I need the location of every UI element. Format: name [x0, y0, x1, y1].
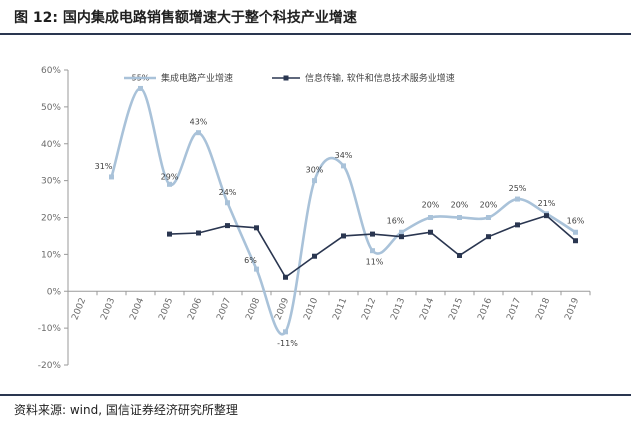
x-tick-label: 2014 [418, 296, 436, 321]
series-point-it-services [225, 223, 230, 229]
y-tick-label: 40% [41, 140, 61, 150]
data-label: 20% [451, 201, 469, 210]
series-point-ic-industry [573, 229, 578, 235]
data-label: 16% [567, 216, 585, 225]
data-label: 34% [335, 151, 353, 160]
x-tick-label: 2012 [360, 297, 378, 322]
y-tick-label: 10% [41, 250, 61, 260]
legend-label-it-services: 信息传输, 软件和信息技术服务业增速 [305, 72, 455, 84]
figure-title: 图 12: 国内集成电路销售额增速大于整个科技产业增速 [14, 10, 357, 26]
legend-marker-it-services [283, 75, 289, 81]
legend: 集成电路产业增速 信息传输, 软件和信息技术服务业增速 [124, 72, 455, 84]
series-point-it-services [341, 233, 346, 239]
series-point-ic-industry [254, 266, 259, 272]
series-point-it-services [254, 225, 259, 231]
y-tick-label: 20% [41, 214, 61, 224]
series-point-ic-industry [486, 215, 491, 220]
y-tick-label: -20% [38, 361, 62, 371]
series-point-ic-industry [341, 163, 346, 169]
legend-label-ic-industry: 集成电路产业增速 [161, 72, 233, 84]
title-bar: 图 12: 国内集成电路销售额增速大于整个科技产业增速 [0, 0, 631, 32]
x-tick-label: 2013 [389, 297, 407, 322]
series-point-ic-industry [457, 215, 462, 220]
data-label: 20% [480, 201, 498, 210]
data-label: 6% [244, 256, 257, 265]
x-tick-label: 2004 [128, 296, 146, 321]
x-tick-label: 2002 [70, 297, 88, 322]
axes: -20% -10% 0% 10% 20% 30% 40% 50% 60% 2002 2003 2004… [38, 66, 591, 371]
x-tick-label: 2016 [476, 296, 494, 321]
data-label: 29% [161, 172, 179, 181]
y-tick-label: 0% [47, 287, 62, 297]
series-point-it-services [399, 234, 404, 240]
series-point-it-services [544, 213, 549, 219]
series-point-it-services [515, 222, 520, 228]
series-layer [109, 85, 578, 336]
series-line-it-services [169, 214, 577, 279]
data-label: 25% [509, 184, 527, 193]
series-point-it-services [196, 230, 201, 236]
series-point-ic-industry [138, 85, 143, 91]
series-point-it-services [457, 252, 462, 258]
x-tick-label: 2010 [302, 296, 320, 321]
series-point-it-services [428, 229, 433, 235]
x-tick-label: 2019 [563, 296, 581, 321]
source-note: 资料来源: wind, 国信证券经济研究所整理 [14, 403, 238, 417]
data-label: 31% [95, 162, 113, 171]
series-point-it-services [370, 231, 375, 237]
data-label: 43% [190, 118, 208, 127]
series-point-ic-industry [399, 229, 404, 235]
series-point-ic-industry [109, 174, 114, 180]
series-point-ic-industry [196, 130, 201, 136]
x-tick-label: 2018 [534, 296, 552, 321]
y-tick-label: -10% [38, 324, 62, 334]
data-label: 21% [538, 199, 556, 208]
data-label: 16% [387, 216, 405, 225]
series-point-ic-industry [428, 215, 433, 220]
series-point-ic-industry [312, 178, 317, 184]
x-tick-label: 2005 [157, 297, 175, 322]
y-tick-label: 30% [41, 177, 61, 187]
bottom-rule [0, 394, 631, 396]
data-label: 30% [306, 166, 324, 175]
x-tick-label: 2006 [186, 296, 204, 321]
series-point-it-services [486, 234, 491, 240]
top-rule [0, 33, 631, 35]
series-point-ic-industry [283, 329, 288, 335]
y-tick-label: 60% [41, 66, 61, 76]
line-chart: -20% -10% 0% 10% 20% 30% 40% 50% 60% 2002 2003 2004… [38, 66, 591, 371]
data-label: 20% [422, 201, 440, 210]
y-tick-label: 50% [41, 103, 61, 113]
x-tick-label: 2008 [244, 296, 262, 321]
series-point-it-services [312, 253, 317, 259]
x-tick-label: 2003 [99, 297, 117, 322]
series-point-ic-industry [167, 181, 172, 187]
x-tick-label: 2011 [331, 297, 349, 322]
series-line-ic-industry [110, 87, 577, 336]
x-tick-label: 2009 [273, 296, 291, 321]
x-tick-label: 2017 [505, 297, 523, 322]
series-point-ic-industry [225, 200, 230, 206]
data-label: 24% [219, 188, 237, 197]
x-tick-label: 2007 [215, 297, 233, 322]
x-tick-label: 2015 [447, 297, 465, 322]
series-point-ic-industry [370, 248, 375, 254]
data-label: -11% [277, 339, 298, 348]
series-point-it-services [283, 274, 288, 280]
series-point-it-services [167, 231, 172, 237]
series-point-ic-industry [515, 196, 520, 202]
series-point-it-services [573, 238, 578, 244]
data-label: 11% [366, 258, 384, 267]
